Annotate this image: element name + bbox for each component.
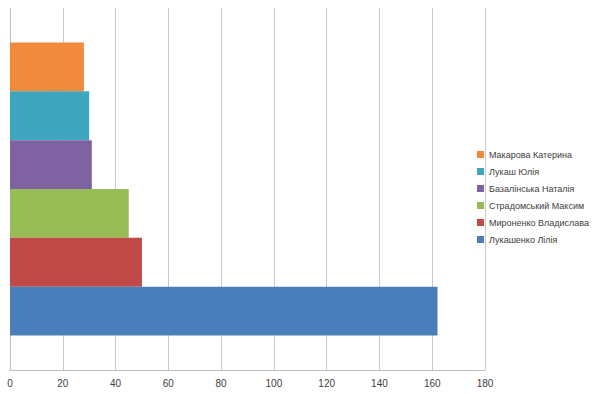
svg-text:80: 80 [216, 378, 228, 389]
svg-text:Базалінська Наталія: Базалінська Наталія [489, 184, 575, 194]
svg-text:120: 120 [318, 378, 335, 389]
svg-text:140: 140 [371, 378, 388, 389]
svg-text:Мироненко Владислава: Мироненко Владислава [489, 218, 589, 228]
svg-text:Макарова Катерина: Макарова Катерина [489, 150, 572, 160]
svg-text:20: 20 [57, 378, 69, 389]
svg-text:100: 100 [266, 378, 283, 389]
svg-text:60: 60 [163, 378, 175, 389]
svg-text:180: 180 [477, 378, 494, 389]
svg-text:Лукаш Юлія: Лукаш Юлія [489, 167, 539, 177]
svg-text:160: 160 [424, 378, 441, 389]
svg-text:Страдомський Максим: Страдомський Максим [489, 201, 584, 211]
svg-text:Лукашенко Лілія: Лукашенко Лілія [489, 235, 558, 245]
svg-text:40: 40 [110, 378, 122, 389]
svg-text:0: 0 [7, 378, 13, 389]
